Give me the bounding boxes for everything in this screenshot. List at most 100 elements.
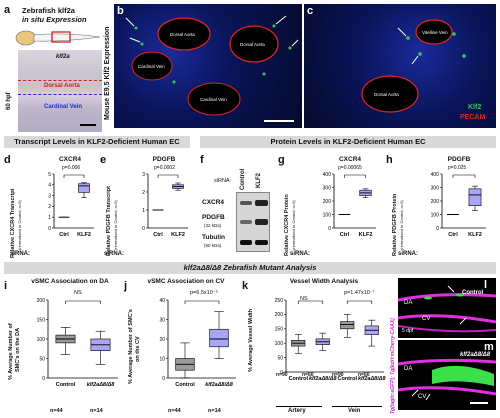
chart-e: 0 1 2 3 Ctrl KLF2 bbox=[134, 168, 190, 240]
x-tick-label: klf2aΔ8/Δ8 bbox=[87, 382, 116, 388]
lane-label-control: Control bbox=[240, 168, 246, 190]
panel-a-subtitle: in situ Expression bbox=[22, 15, 87, 24]
group-bracket bbox=[276, 406, 322, 407]
band-pdgfb-ctrl bbox=[240, 220, 252, 224]
y-tick-label: 0 bbox=[280, 370, 283, 376]
box bbox=[209, 328, 229, 348]
panel-label: j bbox=[124, 280, 128, 292]
panel-a-title: Zebrafish klf2a bbox=[22, 6, 75, 15]
significance-bracket bbox=[297, 300, 324, 304]
n-count: n=90 bbox=[276, 372, 288, 378]
scale-bar bbox=[80, 124, 96, 126]
y-axis-label-sub: on the CV bbox=[135, 336, 141, 362]
chart-h: 0 100 200 300 400 Ctrl KLF2 bbox=[428, 168, 488, 240]
scale-bar bbox=[470, 402, 488, 404]
band-cxcr4-ctrl bbox=[240, 201, 252, 205]
vessel-image bbox=[398, 358, 496, 401]
band-pdgfb-klf2 bbox=[255, 219, 268, 225]
box bbox=[78, 183, 90, 193]
significance-bracket bbox=[157, 174, 179, 178]
y-tick-label: 50 bbox=[39, 356, 45, 362]
x-tick-label: Control bbox=[175, 382, 195, 388]
p-value: p=0.025 bbox=[448, 165, 467, 171]
vessel-image bbox=[398, 285, 496, 333]
n-count: n=60 bbox=[358, 372, 370, 378]
x-tick-label: KLF2 bbox=[77, 232, 91, 238]
sirna-label: siRNA: bbox=[10, 251, 31, 257]
dorsal-aorta-line bbox=[18, 80, 102, 81]
x-tick-label: KLF2 bbox=[171, 232, 185, 238]
x-tick-label: klf2aΔ8/Δ8 bbox=[205, 382, 234, 388]
panel-l-image: l Control DA CV 5 dpf bbox=[398, 278, 496, 338]
da-label: DA bbox=[404, 366, 413, 372]
lane-label-klf2: KLF2 bbox=[256, 173, 262, 188]
y-tick-label: 10 bbox=[159, 356, 165, 362]
y-tick-label: 150 bbox=[37, 317, 46, 323]
y-tick-label: 100 bbox=[275, 341, 284, 347]
panel-label: f bbox=[200, 154, 204, 166]
band-size: (32 kDa) bbox=[204, 223, 222, 228]
mutant-header: klf2aΔ8/Δ8 Zebrafish Mutant Analysis bbox=[4, 262, 496, 274]
y-tick-label: 400 bbox=[323, 172, 332, 178]
western-blot bbox=[236, 192, 270, 252]
box bbox=[340, 321, 355, 330]
y-tick-label: 50 bbox=[277, 355, 283, 361]
y-axis-label: % Average Vessel Width bbox=[248, 308, 254, 372]
y-tick-label: 3 bbox=[48, 193, 51, 199]
y-tick-label: 40 bbox=[159, 298, 165, 304]
significance-bracket bbox=[63, 174, 85, 178]
y-tick-label: 300 bbox=[431, 185, 440, 191]
y-tick-label: 2 bbox=[142, 190, 145, 196]
significance-bracket bbox=[346, 300, 373, 304]
x-tick-label: KLF2 bbox=[359, 232, 373, 238]
y-tick-label: 0 bbox=[42, 376, 45, 382]
significance-bracket bbox=[184, 300, 220, 304]
y-tick-label: 0 bbox=[436, 226, 439, 232]
chart-g: 0 100 200 300 400 Ctrl KLF2 bbox=[320, 168, 378, 240]
vessel-outlines bbox=[361, 19, 466, 113]
dorsal-aorta-label: Dorsal Aorta bbox=[44, 83, 80, 89]
y-tick-label: 4 bbox=[48, 183, 51, 189]
x-tick-label: Control bbox=[56, 382, 76, 388]
significance: NS bbox=[74, 290, 82, 296]
x-tick-label: Ctrl bbox=[59, 232, 69, 238]
group-bracket bbox=[332, 406, 382, 407]
band-size: (50 kDa) bbox=[204, 243, 222, 248]
y-tick-label: 400 bbox=[431, 172, 440, 178]
da-label: DA bbox=[404, 300, 413, 306]
y-axis-label: Relative PDGFB Protein bbox=[392, 193, 398, 256]
vessel-outlines bbox=[125, 15, 299, 116]
band-label: CXCR4 bbox=[202, 199, 225, 206]
significance: p=6.5x10⁻⁵ bbox=[190, 290, 218, 296]
chart-k: 0 50 100 150 200 250 Control klf2aΔ8/Δ8 Control k… bbox=[272, 294, 387, 384]
y-tick-label: 0 bbox=[328, 226, 331, 232]
n-count: n=44 bbox=[168, 408, 181, 414]
y-tick-label: 20 bbox=[159, 337, 165, 343]
cv-label: CV bbox=[418, 394, 427, 400]
chart-i: 0 50 100 150 200 Control klf2aΔ8/Δ8 bbox=[34, 294, 120, 390]
n-count: n=44 bbox=[50, 408, 63, 414]
significance-bracket bbox=[452, 174, 476, 178]
panel-label: d bbox=[4, 154, 11, 166]
significance-bracket bbox=[344, 174, 366, 178]
x-tick-label: Ctrl bbox=[340, 232, 350, 238]
vessel-label: Cardinal Vein bbox=[138, 64, 165, 69]
x-tick-label: KLF2 bbox=[468, 232, 482, 238]
significance: p=1.47x10⁻⁷ bbox=[344, 290, 375, 296]
panel-label: k bbox=[242, 280, 249, 292]
y-tick-label: 2 bbox=[48, 204, 51, 210]
embryo-sketch bbox=[15, 30, 101, 46]
p-value: p=0.006 bbox=[62, 165, 81, 171]
y-tick-label: 200 bbox=[37, 298, 46, 304]
x-tick-label: Control bbox=[337, 376, 357, 382]
y-axis-label: Relative PDGFB Transcript bbox=[106, 186, 112, 256]
plot-title: PDGFB bbox=[152, 156, 176, 163]
y-axis-label: % Average Number of bbox=[8, 323, 14, 380]
box bbox=[468, 188, 482, 207]
protein-header: Protein Levels in KLF2-Deficient Human E… bbox=[200, 136, 496, 148]
legend-pecam: PECAM bbox=[460, 114, 486, 121]
panel-label: h bbox=[386, 154, 393, 166]
vessel-label: Cardinal Vein bbox=[200, 97, 227, 102]
y-tick-label: 100 bbox=[323, 212, 332, 218]
n-count: n=90 bbox=[332, 372, 344, 378]
